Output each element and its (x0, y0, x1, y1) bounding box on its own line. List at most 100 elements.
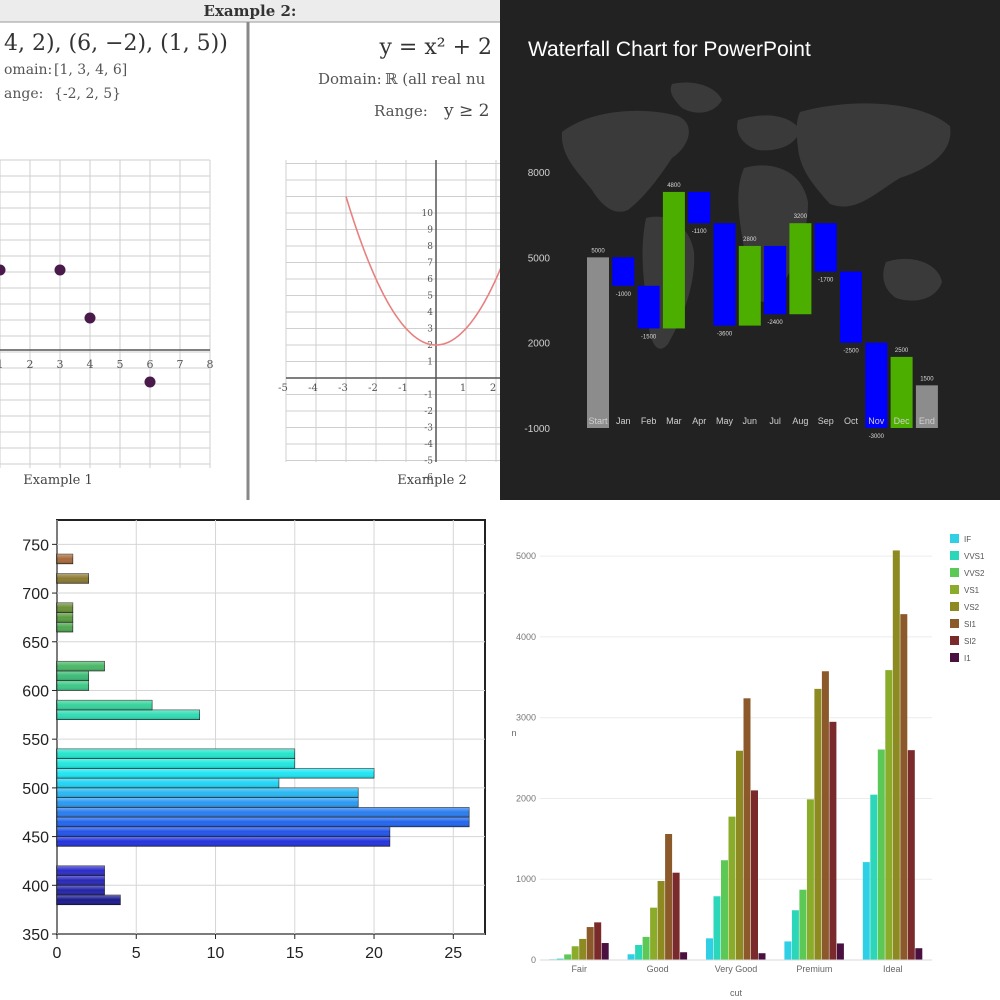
histogram-bar-shine (57, 661, 105, 671)
histogram-y-tick-labels: 750 700 650 600 550 500 450 400 350 (22, 537, 57, 944)
legend-label-si2: SI2 (964, 637, 977, 646)
example1-range-value: {-2, 2, 5} (54, 86, 121, 102)
legend-label-vs2: VS2 (964, 603, 980, 612)
waterfall-bar-feb (637, 285, 660, 329)
example2-x-tick-label: -4 (308, 383, 318, 394)
legend-label-i1: I1 (964, 654, 971, 663)
example2-y-tick-label: -2 (424, 407, 433, 417)
example2-y-tick-label: -1 (424, 391, 433, 401)
example2-y-tick-label: 6 (427, 275, 433, 285)
grouped-bar-bars (549, 550, 923, 960)
example1-range-label: ange: (4, 86, 43, 102)
function-examples-svg: Example 2: 4, 2), (6, −2), (1, 5)) omain… (0, 0, 500, 500)
histogram-y-tick-label: 500 (22, 781, 49, 798)
example1-grid (0, 159, 211, 468)
example2-range-label: Range: (374, 102, 428, 120)
histogram-y-tick-label: 400 (22, 878, 49, 895)
waterfall-x-tick-label: Aug (792, 416, 808, 426)
grouped-bar-si2-very-good (751, 790, 758, 960)
grouped-bar-y-tick-label: 5000 (516, 551, 536, 561)
grouped-bar-x-tick-labels: Fair Good Very Good Premium Ideal (540, 959, 932, 974)
grouped-bar-vvs2-premium (799, 889, 807, 960)
histogram-bar-shine (57, 836, 390, 847)
grouped-bar-vs1-very-good (728, 816, 736, 960)
example1-x-tick-label: 1 (0, 358, 4, 371)
grouped-bar-vvs1-premium (791, 910, 799, 960)
histogram-y-tick-label: 450 (22, 830, 49, 847)
legend-swatch-vs2 (950, 602, 959, 611)
waterfall-y-tick-label: 2000 (528, 339, 551, 350)
example2-x-tick-label: -2 (368, 383, 378, 394)
histogram-bar-shine (57, 875, 105, 886)
example2-y-tick-label: 8 (427, 242, 433, 252)
waterfall-bar-apr (688, 191, 711, 224)
waterfall-x-tick-label: Mar (666, 416, 682, 426)
histogram-bar-shine (57, 748, 295, 759)
histogram-x-tick-label: 20 (365, 945, 383, 962)
histogram-bar-shine (57, 612, 73, 623)
histogram-plot-frame (56, 519, 486, 935)
histogram-y-tick-label: 750 (22, 537, 49, 554)
grouped-bar-y-axis-label: n (511, 728, 516, 738)
grouped-bar-vs2-ideal (892, 550, 900, 960)
waterfall-value-label: -1500 (641, 334, 657, 340)
grouped-bar-si1-ideal (900, 614, 908, 960)
histogram-bar-shine (57, 895, 121, 905)
example2-equation: y = x² + 2 (379, 35, 493, 60)
example2-x-tick-label: -5 (278, 383, 288, 394)
grouped-bar-y-tick-labels: 0 1000 2000 3000 4000 5000 (516, 551, 536, 965)
grouped-bar-vvs2-ideal (877, 749, 885, 960)
histogram-y-tick-label: 550 (22, 732, 49, 749)
function-examples-panel: Example 2: 4, 2), (6, −2), (1, 5)) omain… (0, 0, 500, 500)
horizontal-histogram-panel: 750 700 650 600 550 500 450 400 350 0 5 10 15 20 25 (0, 500, 500, 1000)
waterfall-y-tick-label: 5000 (528, 253, 551, 264)
grouped-bar-if-good (627, 954, 635, 960)
example2-y-tick-label: 5 (427, 292, 433, 302)
waterfall-value-label: 3200 (794, 214, 808, 220)
waterfall-x-tick-label: Sep (818, 416, 834, 426)
legend-label-if: IF (964, 535, 971, 544)
example1-points (0, 264, 156, 388)
example2-y-tick-label: -6 (424, 473, 433, 483)
grouped-bar-vs1-premium (806, 799, 814, 960)
waterfall-bar-start (587, 257, 609, 428)
waterfall-bars (587, 191, 938, 428)
waterfall-y-tick-label: 8000 (528, 168, 551, 179)
example1-domain-value: [1, 3, 4, 6] (54, 62, 127, 78)
histogram-bar-shine (57, 768, 375, 779)
legend-swatch-if (950, 534, 959, 543)
waterfall-chart-svg: Waterfall Chart for PowerPoint 8000 5000 2… (524, 38, 951, 440)
waterfall-title: Waterfall Chart for PowerPoint (528, 38, 811, 61)
waterfall-value-label: 1500 (920, 376, 934, 382)
example2-parabola (345, 196, 500, 346)
histogram-bar-shine (57, 758, 295, 769)
waterfall-x-tick-label: Start (588, 416, 608, 426)
examples-header-bar (0, 0, 500, 22)
histogram-x-tick-label: 5 (132, 945, 141, 962)
grouped-bar-y-tick-label: 0 (531, 955, 536, 965)
examples-header-text: Example 2: (204, 2, 297, 20)
example2-x-tick-label: 1 (460, 383, 466, 394)
legend-swatch-vs1 (950, 585, 959, 594)
histogram-x-tick-label: 25 (444, 945, 462, 962)
grouped-bar-x-tick-label: Premium (796, 964, 832, 974)
waterfall-bar-may (713, 223, 736, 326)
grouped-bar-x-tick-label: Good (647, 964, 669, 974)
waterfall-x-tick-label: May (716, 416, 734, 426)
grouped-bar-si2-ideal (907, 750, 915, 960)
grouped-bar-x-tick-label: Fair (571, 964, 587, 974)
example2-domain-value: ℝ (all real nu (385, 70, 486, 88)
waterfall-value-label: 2500 (895, 348, 909, 354)
grouped-bar-si2-premium (829, 721, 837, 960)
histogram-bar-shine (57, 573, 89, 584)
example2-tick-labels: -5 -4 -3 -2 -1 1 2 10 9 8 7 6 5 4 3 2 1 -1 -2 -3 -4 -5 -6 (278, 209, 496, 483)
waterfall-y-tick-labels: 8000 5000 2000 -1000 (524, 168, 550, 435)
waterfall-x-tick-labels: Start Jan Feb Mar Apr May Jun Jul Aug Sep Oct Nov De… (588, 416, 934, 426)
grouped-bar-if-very-good (706, 938, 713, 960)
histogram-x-tick-labels: 0 5 10 15 20 25 (53, 934, 462, 962)
grouped-bar-vvs1-very-good (713, 896, 721, 960)
grouped-bar-si2-good (672, 872, 680, 960)
grouped-bar-si1-fair (586, 927, 594, 960)
waterfall-value-label: -2500 (843, 349, 859, 355)
grouped-bar-legend: IF VVS1 VVS2 VS1 VS2 SI1 SI2 I1 (950, 534, 985, 663)
